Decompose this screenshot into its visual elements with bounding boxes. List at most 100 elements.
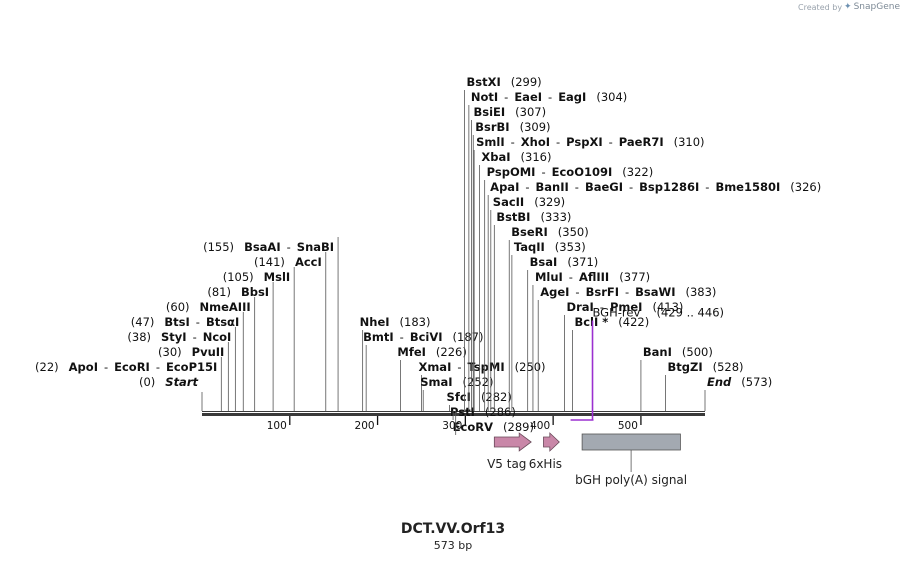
site-bcli-label: BclI *: [574, 315, 608, 329]
feature-6xhis-arrow: [543, 432, 560, 452]
site-tspmi-label: TspMI: [468, 360, 505, 374]
site-smai-position: (252): [463, 375, 494, 389]
site-sfci-label: SfcI: [447, 390, 471, 404]
site-apoi-separator: -: [104, 360, 108, 374]
site-drai-separator: -: [600, 300, 604, 314]
plasmid-length: 573 bp: [433, 539, 473, 552]
site-bstxi-position: (299): [511, 75, 542, 89]
site-btsi-separator: -: [196, 315, 200, 329]
site-msli-label: MslI: [264, 270, 291, 284]
credit-prefix: Created by: [798, 2, 843, 12]
site-noti-separator: -: [548, 90, 552, 104]
site-btsi-position: (47): [131, 315, 155, 329]
site-xbai-position: (316): [521, 150, 552, 164]
site-bcli-position: (422): [618, 315, 649, 329]
site-btsi-label: BtsI: [164, 315, 189, 329]
site-bmti-label: BmtI: [363, 330, 394, 344]
feature-bgh-poly-a-signal-label: bGH poly(A) signal: [575, 473, 687, 487]
site-pspxi-label: PspXI: [566, 135, 602, 149]
site-bstbi-label: BstBI: [496, 210, 530, 224]
site-sfci-position: (282): [481, 390, 512, 404]
site-acci-label: AccI: [295, 255, 322, 269]
site-start-label: Start: [165, 375, 198, 389]
site-bseri-label: BseRI: [511, 225, 548, 239]
site-btgzi-position: (528): [713, 360, 744, 374]
site-baegi-label: BaeGI: [585, 180, 623, 194]
site-bsaai-label: BsaAI: [244, 240, 281, 254]
site-pvuii-position: (30): [158, 345, 182, 359]
site-smai-label: SmaI: [420, 375, 452, 389]
site-apoi-separator: -: [156, 360, 160, 374]
site-styi-position: (38): [127, 330, 151, 344]
site-pvuii-label: PvuII: [192, 345, 225, 359]
site-ecori-label: EcoRI: [114, 360, 150, 374]
site-afliii-label: AflIII: [579, 270, 609, 284]
site-mlui-separator: -: [569, 270, 573, 284]
ruler-tick-label: 200: [355, 420, 375, 432]
site-eaei-label: EaeI: [514, 90, 542, 104]
site-agei-position: (383): [686, 285, 717, 299]
site-bstxi-label: BstXI: [466, 75, 500, 89]
site-psti-position: (286): [485, 405, 516, 419]
site-mlui-label: MluI: [535, 270, 563, 284]
site-msli-position: (105): [223, 270, 254, 284]
plasmid-name: DCT.VV.Orf13: [400, 521, 506, 537]
site-sacii-label: SacII: [493, 195, 524, 209]
site-bts-i-label: BtsαI: [206, 315, 239, 329]
site-smli-separator: -: [556, 135, 560, 149]
feature-bgh-poly-a-signal-box: [581, 433, 681, 451]
site-bmti-separator: -: [400, 330, 404, 344]
site-agei-separator: -: [575, 285, 579, 299]
site-bsiei-position: (307): [515, 105, 546, 119]
site-nhei-label: NheI: [360, 315, 390, 329]
site-drai-position: (413): [652, 300, 683, 314]
site-banii-label: BanII: [536, 180, 569, 194]
site-bani-position: (500): [682, 345, 713, 359]
site-apoi-position: (22): [35, 360, 59, 374]
site-bsrbi-position: (309): [520, 120, 551, 134]
site-taqii-position: (353): [555, 240, 586, 254]
ruler-tick-label: 500: [618, 420, 638, 432]
site-bsrfi-label: BsrFI: [586, 285, 619, 299]
site-styi-separator: -: [193, 330, 197, 344]
site-mfei-label: MfeI: [397, 345, 426, 359]
site-bme1580i-label: Bme1580I: [715, 180, 780, 194]
site-apai-label: ApaI: [490, 180, 519, 194]
site-smli-label: SmlI: [476, 135, 505, 149]
site-smli-separator: -: [609, 135, 613, 149]
site-apai-position: (326): [790, 180, 821, 194]
primer-bgh-rev-label: BGH-rev: [593, 306, 641, 320]
site-noti-separator: -: [504, 90, 508, 104]
site-agei-separator: -: [625, 285, 629, 299]
site-xmai-position: (250): [515, 360, 546, 374]
site-pspomi-separator: -: [541, 165, 545, 179]
site-bbsi-position: (81): [207, 285, 231, 299]
site-start-position: (0): [139, 375, 155, 389]
site-noti-position: (304): [596, 90, 627, 104]
site-bani-label: BanI: [643, 345, 672, 359]
site-mlui-position: (377): [619, 270, 650, 284]
site-bsp1286i-label: Bsp1286I: [639, 180, 699, 194]
site-apai-separator: -: [525, 180, 529, 194]
site-apai-separator: -: [629, 180, 633, 194]
site-bbsi-label: BbsI: [241, 285, 269, 299]
site-pmei-label: PmeI: [610, 300, 643, 314]
site-agei-label: AgeI: [540, 285, 569, 299]
site-bsai-label: BsaI: [530, 255, 558, 269]
site-acci-position: (141): [254, 255, 285, 269]
site-bsai-position: (371): [567, 255, 598, 269]
site-bsiei-label: BsiEI: [473, 105, 505, 119]
ruler-tick-label: 100: [267, 420, 287, 432]
site-end-position: (573): [741, 375, 772, 389]
site-bsawi-label: BsaWI: [635, 285, 675, 299]
site-sacii-position: (329): [534, 195, 565, 209]
snapgene-logo-icon: ✦: [844, 2, 852, 12]
site-smli-position: (310): [674, 135, 705, 149]
ruler-tick-label: 300: [442, 420, 462, 432]
site-ecop15i-label: EcoP15I: [166, 360, 217, 374]
feature-6xhis-label: 6xHis: [529, 457, 562, 471]
site-bsaai-separator: -: [287, 240, 291, 254]
site-btgzi-label: BtgZI: [667, 360, 702, 374]
site-pspomi-label: PspOMI: [487, 165, 536, 179]
site-apai-separator: -: [705, 180, 709, 194]
